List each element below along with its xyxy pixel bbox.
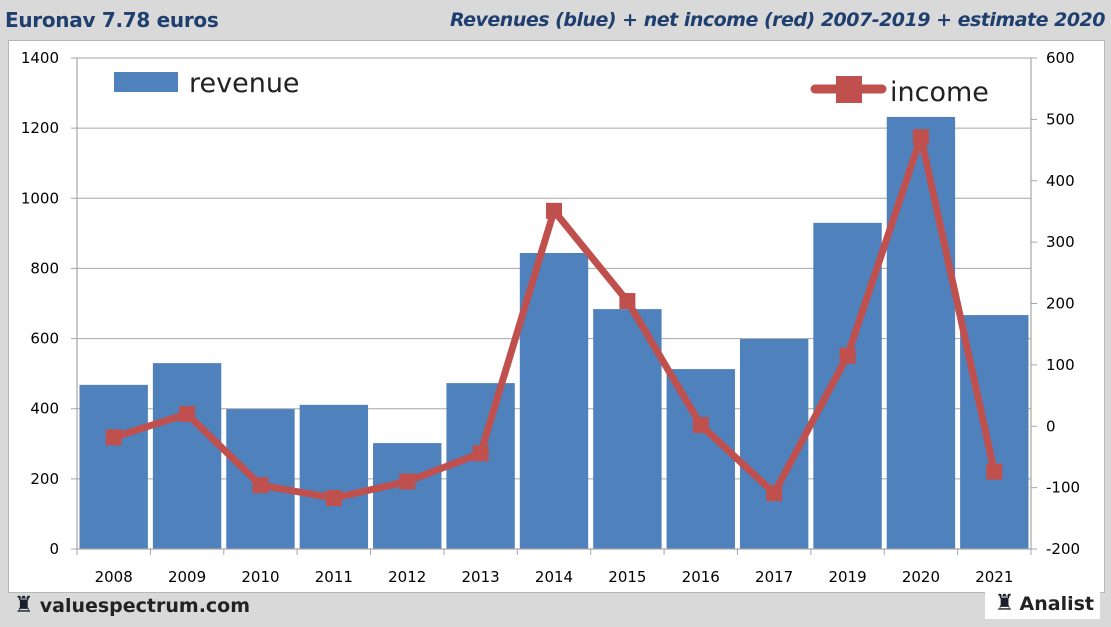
income-marker-2010 (252, 477, 269, 494)
x-tick-label-2011: 2011 (315, 568, 353, 586)
left-axis-ticks: 0 200 400 600 800 1000 1200 1400 (21, 49, 77, 558)
income-marker-2015 (619, 293, 636, 310)
revenue-bar-2015 (593, 309, 662, 549)
brand-analist: Analist (1019, 593, 1094, 615)
right-tick-label: 500 (1046, 110, 1075, 128)
legend-revenue: revenue (114, 68, 300, 99)
right-tick-label: 400 (1046, 172, 1075, 190)
right-tick-label: -100 (1046, 479, 1080, 497)
x-tick-label-2013: 2013 (462, 568, 500, 586)
income-marker-2012 (399, 473, 416, 490)
x-tick-label-2014: 2014 (535, 568, 573, 586)
x-tick-label-2009: 2009 (168, 568, 206, 586)
right-tick-label: 600 (1046, 49, 1075, 67)
chart-header-title: Euronav 7.78 euros (5, 8, 219, 32)
income-marker-2017 (766, 485, 783, 502)
left-tick-label: 1000 (21, 189, 59, 207)
legend-revenue-label: revenue (189, 68, 300, 99)
right-axis-ticks: -200 -100 0 100 200 300 400 500 600 (1031, 49, 1080, 558)
brand-valuespectrum: valuespectrum.com (39, 595, 251, 617)
legend-revenue-swatch (114, 72, 178, 92)
revenue-bar-2014 (519, 252, 589, 550)
left-tick-label: 400 (30, 400, 59, 418)
x-axis-ticks: 2008 2009 2010 2011 2012 2013 2014 2015 2016 2017… (76, 549, 1032, 586)
left-tick-label: 1200 (21, 119, 59, 137)
income-marker-2008 (105, 429, 122, 446)
right-tick-label: 300 (1046, 233, 1075, 251)
revenue-bar-2012 (373, 443, 442, 549)
income-line (105, 129, 1003, 507)
revenue-bar-2013 (446, 383, 515, 549)
income-marker-2011 (325, 490, 342, 507)
x-tick-label-2015: 2015 (608, 568, 646, 586)
x-tick-label-2016: 2016 (682, 568, 720, 586)
left-tick-label: 1400 (21, 49, 59, 67)
x-tick-label-2017: 2017 (755, 568, 793, 586)
left-tick-label: 200 (30, 470, 59, 488)
x-tick-label-2012: 2012 (388, 568, 426, 586)
x-tick-label-2020: 2020 (902, 568, 940, 586)
revenue-bars (79, 116, 1029, 550)
legend-income: income (810, 76, 989, 108)
legend-income-label: income (890, 77, 989, 108)
right-tick-label: 200 (1046, 295, 1075, 313)
legend-income-marker (836, 76, 862, 103)
income-marker-2009 (179, 405, 196, 422)
income-marker-2019 (839, 347, 856, 364)
rook-icon: ♜ (14, 593, 34, 618)
footer-brand-right: ♜ Analist (984, 589, 1100, 619)
right-tick-label: 0 (1046, 417, 1056, 435)
x-tick-label-2010: 2010 (241, 568, 279, 586)
left-tick-label: 600 (30, 330, 59, 348)
chart-header-subtitle: Revenues (blue) + net income (red) 2007-… (449, 9, 1106, 31)
income-marker-2016 (692, 417, 709, 434)
revenue-bar-2019 (813, 222, 882, 550)
left-tick-label: 800 (30, 259, 59, 277)
right-tick-label: -200 (1046, 540, 1080, 558)
x-tick-label-2021: 2021 (975, 568, 1013, 586)
x-tick-label-2008: 2008 (95, 568, 133, 586)
revenue-bar-2011 (299, 404, 369, 549)
revenue-bar-2008 (79, 384, 148, 549)
left-tick-label: 0 (49, 540, 59, 558)
right-tick-label: 100 (1046, 356, 1075, 374)
income-marker-2021 (986, 463, 1003, 480)
revenue-bar-2020 (886, 116, 956, 550)
income-marker-2020 (912, 129, 929, 146)
revenue-bar-2009 (152, 363, 222, 549)
income-marker-2013 (472, 445, 489, 462)
income-marker-2014 (546, 202, 562, 219)
revenue-bar-2016 (666, 369, 735, 549)
rook-icon: ♜ (994, 591, 1015, 616)
x-tick-label-2019: 2019 (828, 568, 866, 586)
footer-brand-left: ♜ valuespectrum.com (14, 593, 251, 618)
